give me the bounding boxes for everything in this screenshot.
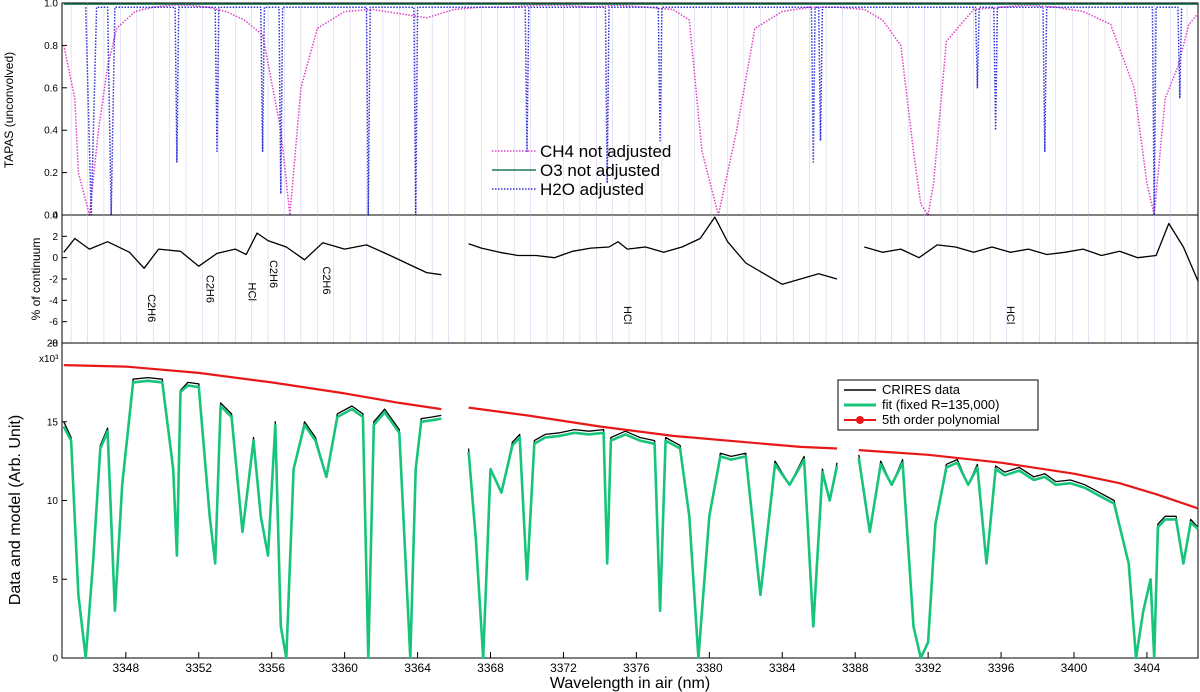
- x-tick-label: 3360: [331, 661, 358, 675]
- y-unit-label: x10³: [39, 354, 59, 365]
- tapas-legend: CH4 not adjusted O3 not adjusted H2O adj…: [492, 142, 671, 199]
- annotation-label: C2H6: [267, 260, 279, 288]
- annotation-label: HCl: [621, 306, 633, 324]
- series-line-fit-fixed-r-135-000: [62, 379, 1199, 660]
- legend-h2o-label: H2O adjusted: [540, 180, 644, 199]
- series-line-residual: [63, 216, 1199, 285]
- series-line-h2o-adjusted: [84, 6, 1183, 216]
- y-tick-label: 0.6: [44, 83, 58, 94]
- x-tick-label: 3384: [769, 661, 796, 675]
- x-tick-label: 3396: [988, 661, 1015, 675]
- x-tick-label: 3392: [915, 661, 942, 675]
- data-model-panel: 0 5 10 15 20 3348 3352 3356 3360 3364 3368 3372 337…: [7, 339, 1199, 692]
- y-tick-label: 5: [52, 575, 58, 586]
- tapas-y-ticks: 0.0 0.2 0.4 0.6 0.8 1.0: [44, 0, 67, 222]
- annotation-label: C2H6: [203, 275, 215, 303]
- y-tick-label: -8: [49, 339, 58, 350]
- tapas-y-axis-label: TAPAS (unconvolved): [2, 52, 16, 168]
- x-tick-label: 3364: [404, 661, 431, 675]
- y-tick-label: 10: [47, 496, 59, 507]
- legend-ch4-label: CH4 not adjusted: [540, 142, 671, 161]
- data-model-y-ticks: 0 5 10 15 20: [47, 339, 67, 665]
- y-tick-label: 0.4: [44, 126, 58, 137]
- residual-annotations: C2H6 C2H6 HCl C2H6 C2H6 HCl HCl: [145, 260, 1016, 324]
- y-tick-label: 0.2: [44, 168, 58, 179]
- residual-panel: -8 -6 -4 -2 0 2 4 C2H6 C2H6 HCl C2H6 C2H6 HCl HCl % …: [29, 211, 1199, 350]
- annotation-label: HCl: [1004, 306, 1016, 324]
- x-tick-label: 3356: [258, 661, 285, 675]
- tapas-panel: 0.0 0.2 0.4 0.6 0.8 1.0 TAPAS (unconvolved) C…: [2, 0, 1199, 222]
- x-tick-label: 3404: [1134, 661, 1161, 675]
- residual-y-axis-label: % of continuum: [29, 238, 43, 321]
- y-tick-label: -6: [49, 317, 58, 328]
- x-tick-label: 3372: [550, 661, 577, 675]
- data-model-y-axis-label: Data and model (Arb. Unit): [7, 415, 24, 605]
- y-tick-label: -2: [49, 275, 58, 286]
- y-tick-label: 0.8: [44, 41, 58, 52]
- annotation-label: C2H6: [145, 294, 157, 322]
- x-tick-label: 3376: [623, 661, 650, 675]
- legend-crires-label: CRIRES data: [882, 382, 961, 397]
- y-tick-label: 0: [52, 654, 58, 665]
- y-tick-label: -4: [49, 296, 58, 307]
- x-tick-label: 3400: [1061, 661, 1088, 675]
- y-tick-label: 2: [52, 232, 58, 243]
- x-axis-label: Wavelength in air (nm): [550, 675, 710, 692]
- y-tick-label: 0: [52, 253, 58, 264]
- series-line-5th-order-polynomial: [63, 364, 1199, 510]
- residual-vertical-gridlines: [70, 215, 1188, 343]
- annotation-label: HCl: [245, 283, 257, 301]
- x-tick-label: 3388: [842, 661, 869, 675]
- legend-fit-label: fit (fixed R=135,000): [882, 397, 999, 412]
- x-tick-label: 3380: [696, 661, 723, 675]
- tapas-vertical-gridlines: [70, 3, 1188, 215]
- data-model-legend: CRIRES data fit (fixed R=135,000) 5th or…: [837, 379, 1039, 431]
- residual-series: [63, 216, 1199, 285]
- x-tick-label: 3368: [477, 661, 504, 675]
- data-model-x-ticks: 3348 3352 3356 3360 3364 3368 3372 3376 3380 3384…: [112, 652, 1161, 675]
- residual-y-ticks: -8 -6 -4 -2 0 2 4: [49, 211, 67, 350]
- data-model-series: [62, 364, 1199, 660]
- annotation-label: C2H6: [320, 266, 332, 294]
- tapas-series: [63, 3, 1199, 216]
- legend-poly-marker: [856, 416, 864, 424]
- y-tick-label: 20: [47, 339, 59, 350]
- y-tick-label: 4: [52, 211, 58, 222]
- y-tick-label: 0.0: [44, 211, 58, 222]
- y-tick-label: 15: [47, 417, 59, 428]
- x-tick-label: 3348: [112, 661, 139, 675]
- series-line-ch4-not-adjusted: [63, 4, 1199, 216]
- legend-poly-label: 5th order polynomial: [882, 412, 1000, 427]
- legend-o3-label: O3 not adjusted: [540, 161, 660, 180]
- x-tick-label: 3352: [185, 661, 212, 675]
- y-tick-label: 1.0: [44, 0, 58, 10]
